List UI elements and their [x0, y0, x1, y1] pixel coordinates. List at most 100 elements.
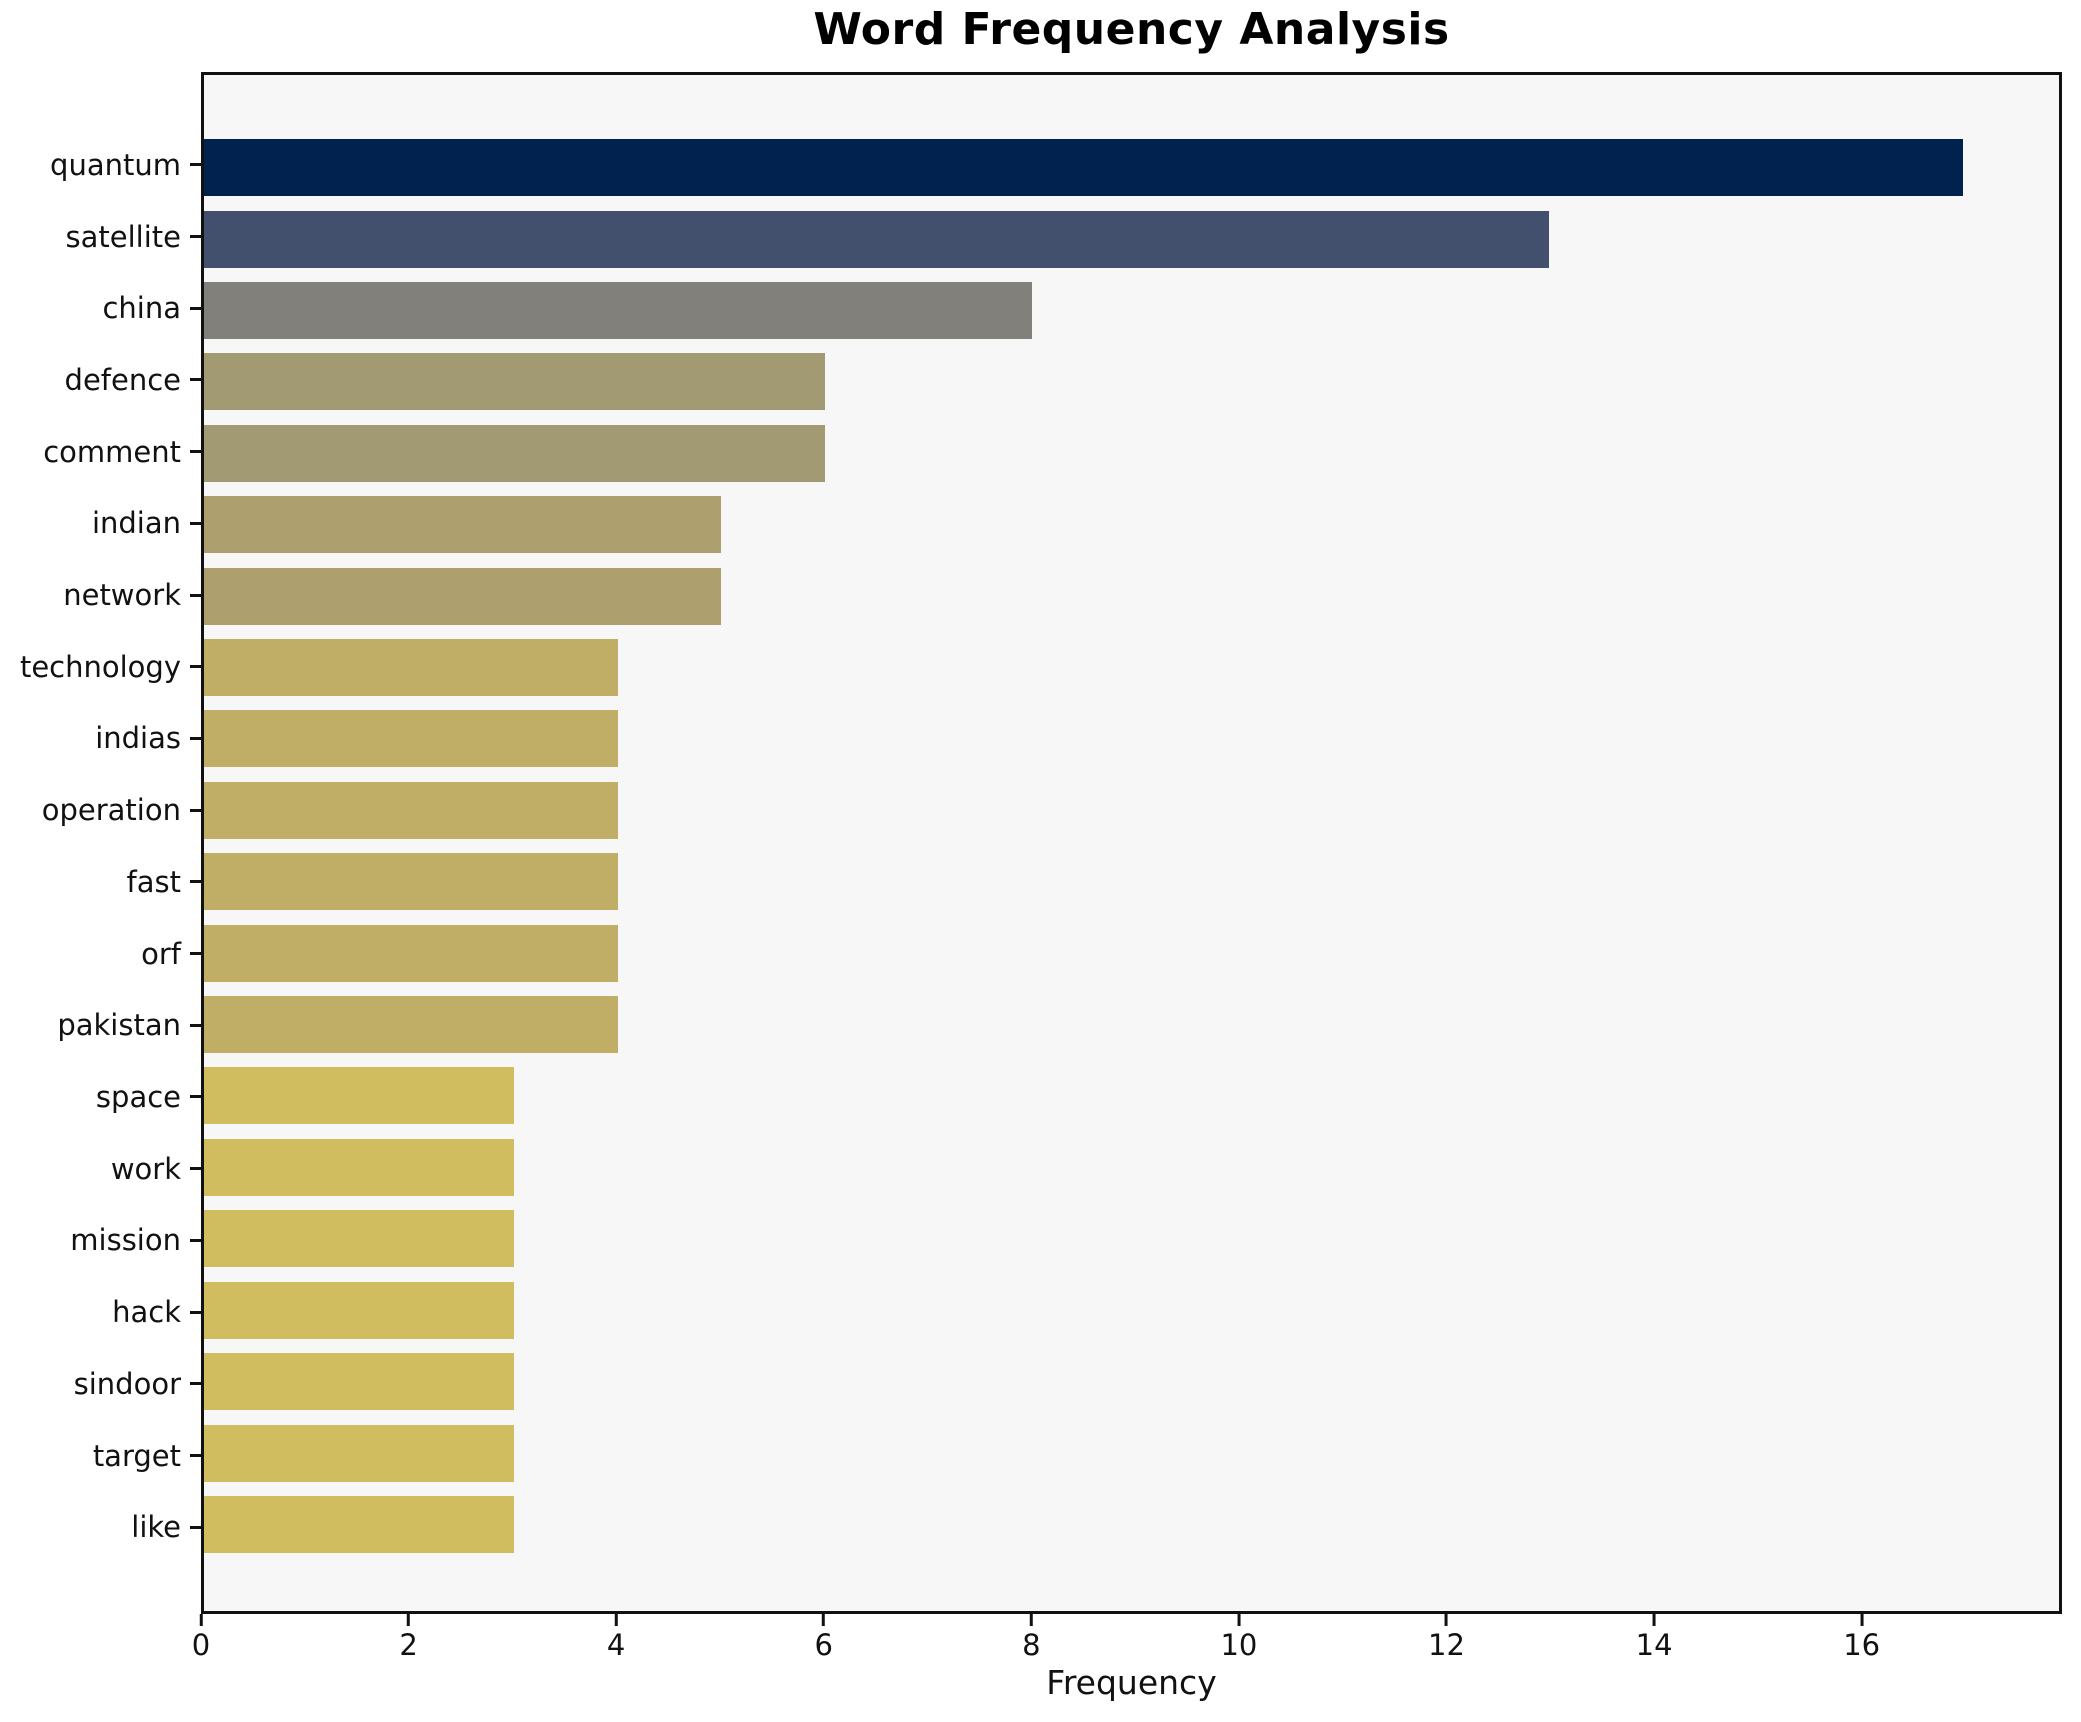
x-tick: 4 [607, 1614, 625, 1660]
y-tick-mark [190, 1310, 201, 1314]
bar-row [204, 846, 2059, 917]
y-tick-row: hack [0, 1276, 201, 1348]
bar-row [204, 1489, 2059, 1560]
y-tick-mark [190, 736, 201, 740]
x-tick-label: 10 [1220, 1628, 1258, 1662]
y-tick-label: target [92, 1438, 181, 1473]
bar-china [204, 282, 1032, 340]
x-tick: 12 [1428, 1614, 1465, 1660]
y-tick-mark [190, 163, 201, 167]
x-tick: 2 [399, 1614, 418, 1660]
y-tick-mark [190, 1454, 201, 1457]
x-tick-mark [1860, 1614, 1864, 1626]
y-tick-mark [190, 808, 201, 812]
x-tick-mark [1237, 1614, 1241, 1626]
bar-sindoor [204, 1353, 515, 1411]
bar-operation [204, 781, 618, 839]
y-tick-row: target [0, 1420, 201, 1492]
y-tick-row: like [0, 1491, 201, 1563]
y-tick-mark [190, 1382, 201, 1386]
y-tick-label: pakistan [57, 1008, 181, 1043]
bar-series [204, 75, 2059, 1611]
y-tick-row: space [0, 1061, 201, 1133]
y-tick-row: fast [0, 846, 201, 918]
y-tick-row: china [0, 272, 201, 344]
bar-row [204, 1275, 2059, 1346]
bar-defence [204, 353, 825, 411]
x-tick: 0 [192, 1614, 210, 1660]
x-axis-label: Frequency [1046, 1663, 1217, 1702]
bar-row [204, 775, 2059, 846]
y-tick-label: technology [19, 649, 181, 684]
y-tick-mark [190, 1095, 201, 1099]
x-tick: 8 [1022, 1614, 1041, 1660]
x-tick-label: 16 [1843, 1628, 1881, 1662]
y-tick-label: defence [64, 362, 181, 397]
y-tick-label: satellite [65, 219, 181, 254]
y-tick-row: sindoor [0, 1348, 201, 1420]
bar-target [204, 1424, 515, 1482]
y-tick-mark [190, 235, 201, 239]
y-tick-label: orf [141, 936, 181, 971]
x-axis: 0 2 4 6 8 10 12 14 16 [192, 1614, 2062, 1674]
y-axis: quantum satellite china defence comment india… [0, 72, 201, 1614]
x-tick-label: 0 [191, 1628, 211, 1662]
y-tick-row: defence [0, 344, 201, 416]
bar-row [204, 560, 2059, 631]
x-tick-mark [614, 1614, 618, 1626]
y-tick-row: indias [0, 703, 201, 775]
chart-title: Word Frequency Analysis [813, 4, 1450, 55]
bar-row [204, 132, 2059, 203]
y-tick-mark [190, 521, 201, 525]
y-tick-row: work [0, 1133, 201, 1205]
y-tick-row: quantum [0, 129, 201, 201]
y-tick-row: network [0, 559, 201, 631]
y-tick-row: pakistan [0, 989, 201, 1061]
y-tick-label: mission [70, 1223, 181, 1258]
y-tick-mark [190, 378, 201, 382]
bar-row [204, 917, 2059, 988]
y-tick-row: indian [0, 488, 201, 560]
y-tick-label: space [95, 1079, 181, 1114]
y-tick-mark [190, 1167, 201, 1171]
y-tick-label: network [63, 578, 181, 613]
x-tick-label: 14 [1635, 1628, 1673, 1662]
y-tick-mark [190, 1525, 201, 1529]
bar-row [204, 275, 2059, 346]
y-tick-label: operation [41, 793, 181, 828]
bar-like [204, 1495, 515, 1553]
y-tick-label: work [110, 1151, 181, 1186]
y-tick-label: sindoor [73, 1366, 181, 1401]
bar-row [204, 1417, 2059, 1488]
y-tick-label: fast [126, 864, 181, 899]
bar-space [204, 1067, 515, 1125]
x-tick-mark [407, 1614, 411, 1626]
x-tick-mark [1445, 1614, 1448, 1626]
bar-technology [204, 639, 618, 697]
y-tick-label: hack [112, 1295, 181, 1330]
y-tick-label: comment [43, 434, 181, 469]
bar-row [204, 418, 2059, 489]
bar-row [204, 1132, 2059, 1203]
y-tick-row: comment [0, 416, 201, 488]
y-tick-mark [190, 450, 201, 454]
bar-orf [204, 924, 618, 982]
y-tick-row: operation [0, 774, 201, 846]
y-tick-label: china [102, 291, 181, 326]
y-tick-label: quantum [50, 147, 181, 182]
x-tick-label: 4 [606, 1628, 626, 1662]
y-tick-mark [190, 593, 201, 597]
bar-indian [204, 496, 722, 554]
y-tick-row: orf [0, 918, 201, 990]
bar-row [204, 1060, 2059, 1131]
y-tick-mark [190, 665, 201, 669]
y-tick-mark [190, 1023, 201, 1027]
x-tick: 16 [1843, 1614, 1880, 1660]
y-tick-row: mission [0, 1205, 201, 1277]
y-tick-label: indias [95, 721, 181, 756]
y-tick-label: like [131, 1510, 181, 1545]
x-tick-mark [1652, 1614, 1656, 1626]
x-tick-label: 12 [1428, 1628, 1465, 1662]
bar-row [204, 489, 2059, 560]
